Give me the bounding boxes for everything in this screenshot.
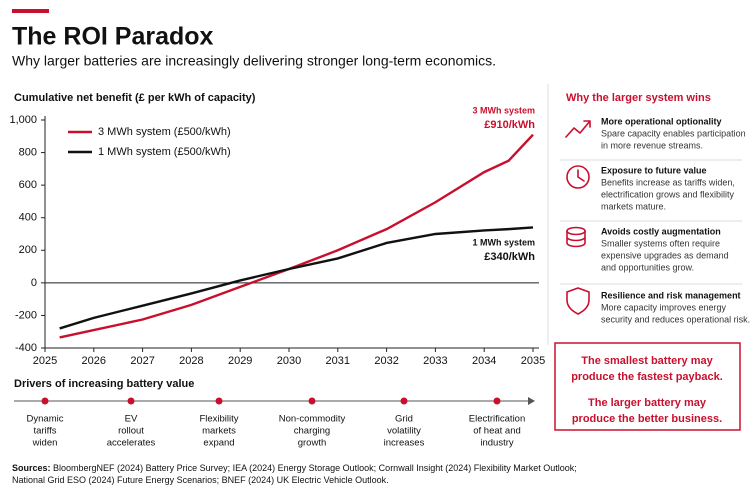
- timeline-dot: [215, 397, 223, 405]
- y-tick-label: 0: [31, 277, 37, 289]
- legend-label: 1 MWh system (£500/kWh): [98, 146, 231, 158]
- callout-text: produce the fastest payback.: [571, 371, 723, 383]
- y-tick-label: 600: [19, 179, 37, 191]
- annotation: £340/kWh: [484, 251, 535, 263]
- x-tick-label: 2032: [374, 355, 398, 367]
- driver-label: charging: [294, 426, 330, 437]
- panel-item-title: Exposure to future value: [601, 165, 707, 175]
- panel-item-text: Smaller systems often require: [601, 238, 720, 248]
- panel-item-text: markets mature.: [601, 201, 666, 211]
- timeline-dot: [127, 397, 135, 405]
- driver-label: EV: [125, 414, 138, 425]
- panel-item-text: More capacity improves energy: [601, 302, 727, 312]
- callout-text: The larger battery may: [588, 397, 707, 409]
- driver-label: increases: [384, 438, 425, 449]
- y-tick-label: 400: [19, 212, 37, 224]
- chart-title: Cumulative net benefit (£ per kWh of cap…: [14, 92, 256, 104]
- y-tick-label: 200: [19, 244, 37, 256]
- accent-bar: [12, 9, 49, 13]
- series-line: [59, 226, 534, 330]
- sources-line: BloombergNEF (2024) Battery Price Survey…: [53, 463, 577, 473]
- legend-label: 3 MWh system (£500/kWh): [98, 126, 231, 138]
- driver-label: tariffs: [33, 426, 56, 437]
- panel-title: Why the larger system wins: [566, 92, 711, 104]
- driver-label: volatility: [387, 426, 421, 437]
- panel-item-text: security and reduces operational risk.: [601, 314, 750, 324]
- icon-clock: [566, 165, 590, 189]
- driver-label: industry: [480, 438, 514, 449]
- x-tick-label: 2026: [82, 355, 106, 367]
- drivers-title: Drivers of increasing battery value: [14, 378, 194, 390]
- sources: Sources: BloombergNEF (2024) Battery Pri…: [12, 463, 577, 485]
- sources-line: National Grid ESO (2024) Future Energy S…: [12, 475, 389, 485]
- driver-label: Non-commodity: [279, 414, 346, 425]
- panel-item-text: expensive upgrades as demand: [601, 250, 729, 260]
- subtitle: Why larger batteries are increasingly de…: [12, 53, 496, 69]
- annotation: £910/kWh: [484, 119, 535, 131]
- driver-label: rollout: [118, 426, 144, 437]
- driver-label: growth: [298, 438, 327, 449]
- x-tick-label: 2025: [33, 355, 57, 367]
- timeline-dot: [41, 397, 49, 405]
- driver-label: accelerates: [107, 438, 156, 449]
- timeline-dot: [308, 397, 316, 405]
- annotation: 1 MWh system: [472, 237, 535, 247]
- x-tick-label: 2033: [423, 355, 447, 367]
- y-tick-label: 1,000: [9, 114, 37, 126]
- panel-item-text: electrification grows and flexibility: [601, 189, 735, 199]
- timeline-arrow: [528, 397, 535, 405]
- x-tick-label: 2034: [472, 355, 496, 367]
- icon-coins: [566, 226, 586, 248]
- driver-label: markets: [202, 426, 236, 437]
- timeline-dot: [400, 397, 408, 405]
- driver-label: Flexibility: [199, 414, 238, 425]
- y-tick-label: -400: [15, 342, 37, 354]
- panel-item-title: Avoids costly augmentation: [601, 226, 721, 236]
- x-tick-label: 2029: [228, 355, 252, 367]
- panel-item-text: Spare capacity enables participation: [601, 128, 746, 138]
- panel-item-text: and opportunities grow.: [601, 262, 694, 272]
- y-tick-label: 800: [19, 146, 37, 158]
- icon-shield: [566, 287, 590, 315]
- x-tick-label: 2030: [277, 355, 301, 367]
- callout-text: produce the better business.: [572, 413, 722, 425]
- panel-item-text: in more revenue streams.: [601, 140, 703, 150]
- panel-item-text: Benefits increase as tariffs widen,: [601, 177, 735, 187]
- x-tick-label: 2031: [326, 355, 350, 367]
- driver-label: widen: [32, 438, 58, 449]
- page-title: The ROI Paradox: [12, 23, 214, 51]
- sources-label: Sources:: [12, 463, 51, 473]
- panel-item-title: Resilience and risk management: [601, 290, 741, 300]
- x-tick-label: 2028: [179, 355, 203, 367]
- x-tick-label: 2035: [521, 355, 545, 367]
- x-tick-label: 2027: [130, 355, 154, 367]
- driver-label: Grid: [395, 414, 413, 425]
- driver-label: Dynamic: [27, 414, 64, 425]
- y-tick-label: -200: [15, 309, 37, 321]
- driver-label: of heat and: [473, 426, 521, 437]
- callout-text: The smallest battery may: [581, 355, 713, 367]
- panel-item-title: More operational optionality: [601, 116, 722, 126]
- driver-label: Electrification: [469, 414, 526, 425]
- annotation: 3 MWh system: [472, 105, 535, 115]
- series-line: [59, 133, 534, 339]
- timeline-dot: [493, 397, 501, 405]
- callout-box: [554, 342, 741, 431]
- icon-trend: [565, 120, 591, 138]
- driver-label: expand: [203, 438, 234, 449]
